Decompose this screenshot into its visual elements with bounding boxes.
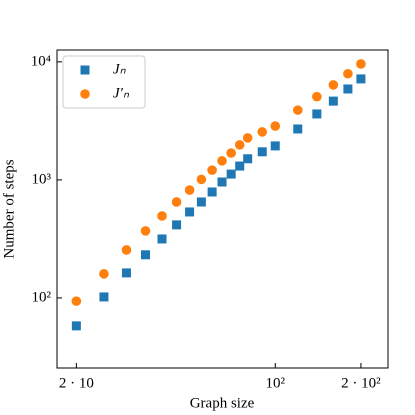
point: [184, 185, 195, 195]
y-tick-label: 10²: [32, 289, 52, 305]
point: [171, 197, 182, 207]
legend-box: [62, 55, 146, 109]
x-tick-label: 2 · 10: [59, 375, 94, 391]
x-axis-label: Graph size: [190, 395, 255, 411]
point: [141, 250, 151, 260]
x-tick-label: 10²: [266, 375, 286, 391]
point: [235, 161, 245, 171]
y-tick-label: 10⁴: [31, 53, 51, 69]
y-tick-label: 10³: [32, 171, 52, 187]
point: [196, 197, 206, 207]
point: [226, 148, 236, 158]
point: [226, 169, 236, 179]
point: [217, 177, 227, 187]
point: [99, 292, 109, 302]
point: [312, 109, 322, 119]
legend-label: Jₙ: [113, 61, 127, 77]
point: [207, 187, 217, 197]
point: [99, 269, 109, 279]
point: [270, 141, 280, 151]
point: [234, 140, 245, 150]
point: [196, 174, 207, 185]
point: [71, 321, 81, 331]
point: [257, 127, 268, 137]
legend-label: J′ₙ: [113, 85, 130, 101]
plot-frame: [56, 49, 389, 369]
legend-marker: [80, 89, 90, 99]
point: [121, 245, 132, 255]
point: [207, 165, 217, 175]
point: [140, 226, 151, 236]
point: [356, 59, 366, 69]
point: [257, 147, 267, 157]
point: [356, 74, 366, 84]
point: [270, 121, 281, 131]
point: [121, 268, 131, 278]
point: [292, 105, 303, 115]
point: [293, 124, 303, 134]
point: [243, 154, 253, 164]
point: [157, 211, 167, 221]
point: [172, 220, 182, 230]
point: [328, 96, 338, 106]
x-tick-label: 2 · 10²: [341, 375, 381, 391]
point: [328, 80, 339, 90]
point: [71, 296, 82, 306]
legend-marker: [80, 65, 90, 75]
legend: Jₙ J′ₙ: [62, 55, 146, 109]
point: [343, 84, 353, 94]
point: [343, 68, 353, 79]
point: [242, 133, 253, 143]
point: [157, 234, 167, 244]
y-axis-label: Number of steps: [1, 159, 17, 258]
point: [312, 91, 322, 102]
point: [185, 207, 195, 217]
point: [217, 156, 227, 166]
